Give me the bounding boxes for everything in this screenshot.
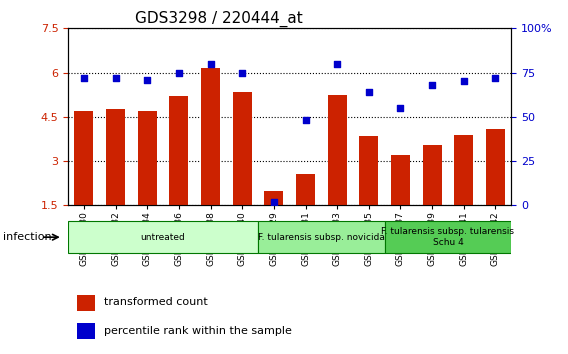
Text: F. tularensis subsp. tularensis
Schu 4: F. tularensis subsp. tularensis Schu 4 <box>381 228 515 247</box>
Bar <box>74 111 94 205</box>
Point <box>111 75 120 81</box>
Bar <box>264 190 283 205</box>
Point <box>491 75 500 81</box>
Point <box>428 82 437 88</box>
Point <box>143 77 152 82</box>
Bar <box>233 92 252 205</box>
Point <box>237 70 247 75</box>
Bar <box>77 323 95 339</box>
Text: untreated: untreated <box>141 233 186 242</box>
Bar <box>423 145 441 205</box>
Text: infection: infection <box>3 232 52 242</box>
Point <box>364 89 373 95</box>
Bar <box>169 96 189 205</box>
FancyBboxPatch shape <box>68 221 258 253</box>
Text: transformed count: transformed count <box>103 297 207 307</box>
Text: percentile rank within the sample: percentile rank within the sample <box>103 326 291 336</box>
Bar <box>360 136 378 205</box>
Point <box>333 61 342 67</box>
Text: F. tularensis subsp. novicida: F. tularensis subsp. novicida <box>258 233 385 242</box>
Bar <box>106 109 125 205</box>
Bar <box>486 129 505 205</box>
FancyBboxPatch shape <box>385 221 511 253</box>
Bar <box>391 155 410 205</box>
Bar <box>296 175 315 205</box>
Point <box>459 79 468 84</box>
FancyBboxPatch shape <box>258 221 385 253</box>
Point <box>301 118 310 123</box>
Text: GDS3298 / 220444_at: GDS3298 / 220444_at <box>135 11 302 27</box>
Point <box>206 61 215 67</box>
Bar <box>138 111 157 205</box>
Point <box>396 105 405 111</box>
Bar <box>201 68 220 205</box>
Bar <box>328 95 346 205</box>
Bar <box>77 295 95 310</box>
Point <box>174 70 183 75</box>
Point <box>80 75 89 81</box>
Bar <box>454 135 473 205</box>
Point <box>269 199 278 205</box>
